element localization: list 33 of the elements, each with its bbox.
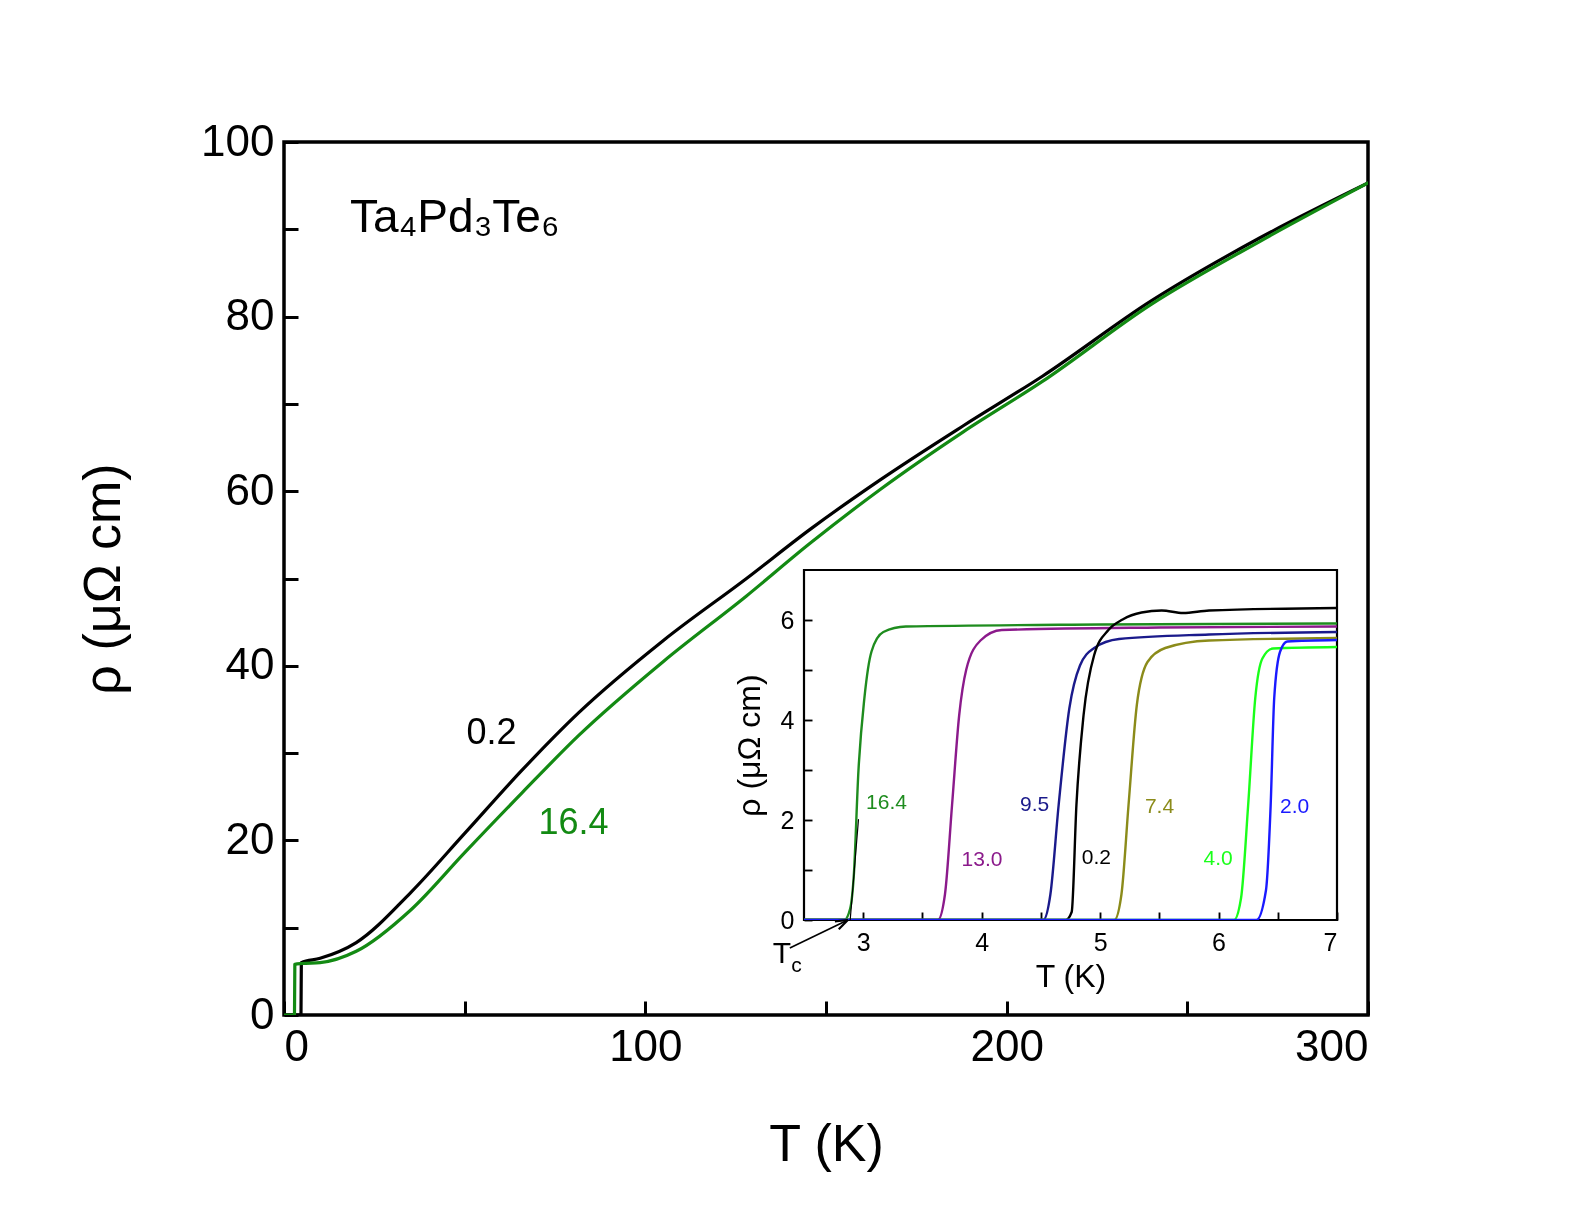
- x-axis-title: T (K): [769, 1113, 884, 1172]
- y-tick-label: 40: [225, 639, 275, 689]
- x-tick-label: 6: [1212, 927, 1227, 956]
- y-tick-label: 100: [201, 115, 275, 165]
- x-tick-label: 3: [856, 927, 871, 956]
- y-tick-label: 0: [250, 988, 275, 1038]
- x-tick-label: 0: [284, 1020, 309, 1070]
- x-tick-label: 7: [1323, 927, 1338, 956]
- x-tick-label: 4: [975, 927, 990, 956]
- y-tick-label: 80: [225, 290, 275, 340]
- series-label: 0.2: [1081, 845, 1112, 868]
- series-label: 7.4: [1144, 794, 1175, 817]
- y-axis-title: ρ (μΩ cm): [730, 674, 767, 817]
- x-tick-label: 100: [609, 1020, 683, 1070]
- series-label: 4.0: [1203, 846, 1233, 869]
- y-tick-label: 4: [780, 705, 795, 734]
- series-label: 16.4: [866, 790, 908, 813]
- y-tick-label: 20: [225, 813, 275, 863]
- y-tick-label: 6: [780, 605, 795, 634]
- x-tick-label: 200: [970, 1020, 1044, 1070]
- y-tick-label: 2: [780, 805, 795, 834]
- series-label: 13.0: [961, 847, 1003, 870]
- x-axis-title: T (K): [1035, 957, 1107, 994]
- x-tick-label: 5: [1093, 927, 1108, 956]
- y-axis-title: ρ (μΩ cm): [73, 463, 132, 695]
- series-label: 2.0: [1280, 794, 1310, 817]
- series-label: 0.2: [466, 710, 517, 752]
- x-tick-label: 300: [1295, 1020, 1369, 1070]
- annotation: Ta₄Pd₃Te₆: [350, 190, 560, 242]
- y-tick-label: 60: [225, 464, 275, 514]
- series-label: 9.5: [1020, 792, 1050, 815]
- series-label: 16.4: [538, 800, 609, 842]
- y-tick-label: 0: [780, 905, 795, 934]
